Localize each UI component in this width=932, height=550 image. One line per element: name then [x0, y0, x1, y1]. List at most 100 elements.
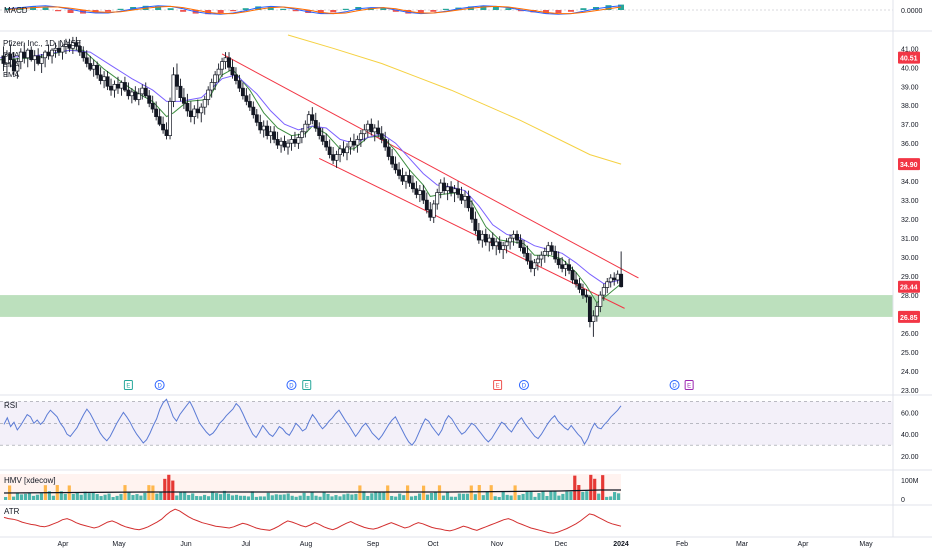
- hmv-volume-bar: [457, 493, 461, 500]
- candle-body: [615, 273, 620, 281]
- candle: [171, 67, 176, 108]
- candle-body: [400, 175, 405, 182]
- hmv-volume-bar: [151, 485, 155, 500]
- hmv-volume-bar: [561, 493, 565, 500]
- hmv-volume-bar: [513, 485, 517, 500]
- candle-body: [601, 287, 606, 296]
- candle-body: [140, 87, 145, 95]
- candle-body: [313, 120, 318, 129]
- time-axis[interactable]: Apr May Jun Jul Aug Sep Oct Nov Dec 2024 Feb Mar Apr…: [58, 541, 874, 548]
- macd-histogram-bar: [242, 8, 249, 10]
- candle: [119, 80, 124, 96]
- candle: [556, 251, 561, 269]
- candle: [102, 71, 107, 89]
- hmv-volume-bar: [545, 495, 549, 500]
- candle: [258, 114, 263, 134]
- hmv-volume-bar: [238, 495, 243, 500]
- hmv-volume-bar: [433, 491, 438, 500]
- event-marker-box: [302, 380, 312, 390]
- hmv-volume-bar: [23, 493, 28, 500]
- candle-body: [8, 53, 13, 61]
- hmv-tick-label: 0: [901, 497, 905, 504]
- hmv-volume-bar: [246, 496, 250, 500]
- price-tick-label: 30.00: [901, 255, 919, 262]
- candle-body: [234, 74, 238, 81]
- candle: [601, 283, 606, 301]
- candle: [449, 181, 454, 197]
- hmv-volume-bar: [35, 494, 39, 500]
- candle-body: [98, 74, 103, 81]
- hmv-volume-bar: [617, 493, 621, 500]
- price-axis[interactable]: 41.0040.0039.0038.0037.0036.0035.0034.00…: [898, 46, 920, 395]
- hmv-volume-bar: [59, 491, 63, 500]
- candle: [445, 183, 450, 201]
- candle: [407, 169, 412, 187]
- hmv-volume-bar: [414, 495, 418, 500]
- hmv-volume-bar: [605, 496, 609, 500]
- time-tick-label: Nov: [491, 541, 504, 548]
- hmv-volume-bar: [334, 495, 338, 500]
- candle: [77, 40, 82, 56]
- hmv-tick-label: 100M: [901, 478, 919, 485]
- candle-body: [445, 186, 450, 192]
- price-tick-label: 32.00: [901, 217, 919, 224]
- rsi-tick-label: 20.00: [901, 454, 919, 461]
- candle: [185, 93, 190, 117]
- hmv-volume-bar: [222, 490, 227, 500]
- candle-body: [518, 239, 523, 248]
- candle-body: [532, 262, 537, 269]
- candle: [400, 167, 405, 185]
- candle: [136, 88, 141, 106]
- hmv-volume-bar: [219, 494, 223, 500]
- candle-body: [473, 218, 478, 231]
- price-highlight-label: 28.44: [900, 285, 918, 292]
- macd-histogram-bar: [105, 10, 112, 12]
- candle-body: [407, 175, 412, 184]
- macd-histogram-bar: [517, 10, 524, 12]
- macd-axis-label: 0.0000: [901, 8, 923, 15]
- candle-body: [199, 106, 204, 114]
- hmv-volume-bar: [350, 494, 354, 500]
- candle: [286, 139, 290, 155]
- price-tick-label: 34.00: [901, 179, 919, 186]
- candle: [140, 84, 145, 100]
- candle: [293, 131, 297, 148]
- event-marker-box: [684, 380, 694, 390]
- hmv-volume-bar: [445, 492, 450, 500]
- candle-body: [390, 156, 395, 165]
- hmv-volume-bar: [565, 491, 569, 500]
- candle: [313, 112, 318, 132]
- hmv-volume-bar: [441, 495, 446, 500]
- macd-histogram-bar: [492, 7, 499, 10]
- hmv-volume-bar: [286, 493, 290, 500]
- hmv-volume-bar: [437, 485, 442, 500]
- candle-body: [275, 139, 280, 146]
- candle: [598, 291, 603, 313]
- price-tick-label: 36.00: [901, 141, 919, 148]
- candle-body: [216, 68, 221, 76]
- candle: [91, 59, 96, 77]
- hmv-volume-bar: [346, 493, 350, 500]
- candle-body: [109, 85, 113, 91]
- candle: [181, 88, 186, 110]
- time-tick-label: 2024: [613, 541, 629, 548]
- candle-body: [334, 154, 339, 161]
- candle-body: [157, 116, 162, 125]
- candle-body: [542, 251, 547, 256]
- macd-histogram-bar: [167, 8, 174, 10]
- candle-body: [150, 102, 155, 110]
- candle: [515, 230, 519, 244]
- candle-body: [365, 123, 370, 131]
- macd-histogram-bar: [417, 10, 424, 13]
- hmv-volume-bar: [354, 493, 358, 500]
- hmv-average-line: [3, 489, 621, 494]
- hmv-volume-bar: [386, 485, 390, 500]
- candle-body: [296, 137, 301, 144]
- hmv-volume-bar: [533, 496, 537, 500]
- candle: [175, 63, 179, 91]
- candle: [581, 283, 585, 299]
- candle: [577, 277, 582, 294]
- candle-body: [237, 80, 242, 89]
- hmv-volume-bar: [613, 492, 617, 500]
